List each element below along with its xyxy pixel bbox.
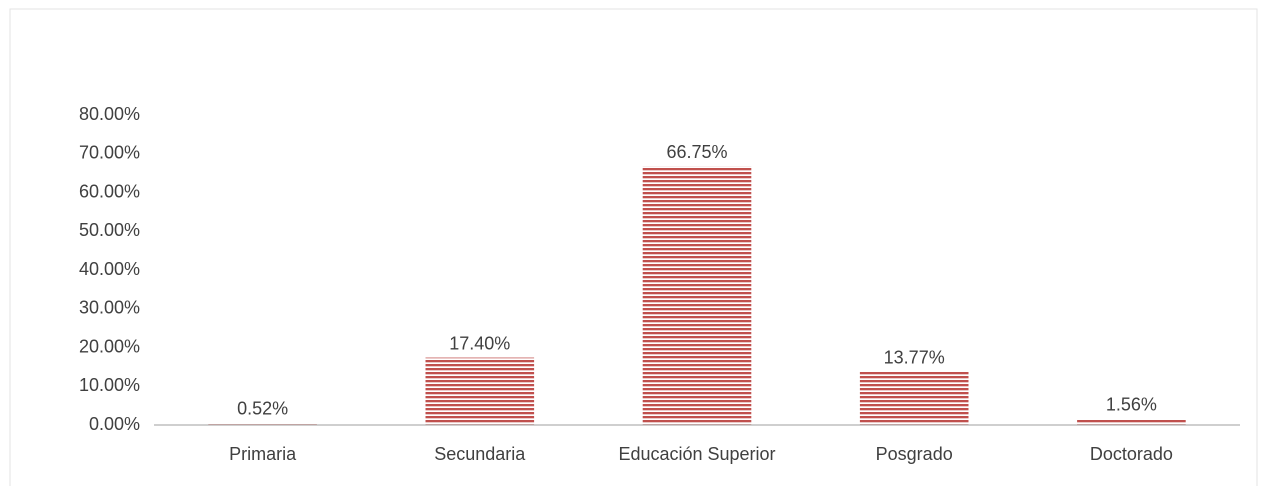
data-label: 66.75% bbox=[666, 142, 727, 162]
x-tick-label: Educación Superior bbox=[618, 444, 775, 464]
x-tick-label: Posgrado bbox=[876, 444, 953, 464]
y-tick-label: 10.00% bbox=[79, 375, 140, 395]
y-tick-label: 20.00% bbox=[79, 336, 140, 356]
y-tick-label: 40.00% bbox=[79, 259, 140, 279]
data-label: 0.52% bbox=[237, 399, 288, 419]
bar bbox=[425, 357, 535, 425]
x-tick-label: Doctorado bbox=[1090, 444, 1173, 464]
data-label: 1.56% bbox=[1106, 395, 1157, 415]
data-label: 13.77% bbox=[884, 347, 945, 367]
bar bbox=[859, 371, 969, 425]
bar bbox=[1077, 418, 1186, 425]
bar bbox=[642, 166, 752, 425]
y-tick-label: 0.00% bbox=[89, 414, 140, 434]
y-tick-label: 80.00% bbox=[79, 104, 140, 124]
y-tick-label: 30.00% bbox=[79, 298, 140, 318]
x-tick-label: Primaria bbox=[229, 444, 297, 464]
y-tick-label: 50.00% bbox=[79, 220, 140, 240]
x-tick-label: Secundaria bbox=[434, 444, 526, 464]
y-tick-label: 70.00% bbox=[79, 143, 140, 163]
data-label: 17.40% bbox=[449, 333, 510, 353]
chart-frame bbox=[9, 8, 1258, 486]
y-tick-label: 60.00% bbox=[79, 181, 140, 201]
bar bbox=[208, 422, 317, 425]
